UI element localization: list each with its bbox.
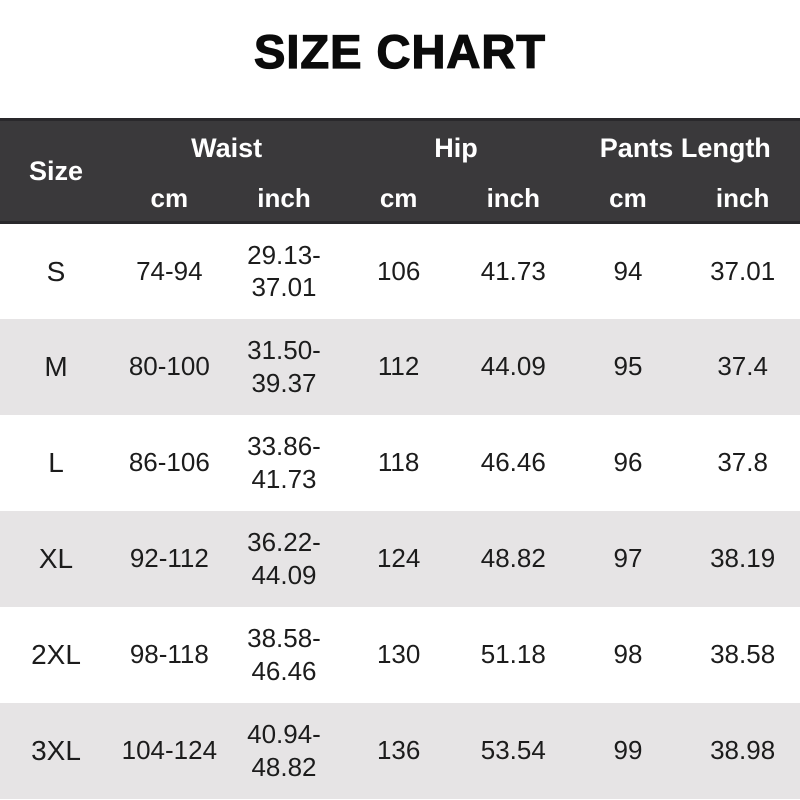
cell-waist-inch: 38.58-46.46: [247, 623, 321, 686]
cell-length-cm: 94: [613, 256, 643, 286]
cell-waist-inch: 40.94-48.82: [247, 719, 321, 782]
cell-hip-inch: 53.54: [480, 735, 546, 766]
table-row-3xl: 3XL 104-124 40.94-48.82 136 53.54 99 38.…: [0, 702, 800, 799]
unit-header-waist-cm: cm: [112, 176, 227, 223]
cell-waist-cm: 98-118: [129, 639, 209, 670]
cell-waist-cm: 92-112: [129, 543, 209, 574]
cell-hip-cm: 112: [377, 351, 420, 382]
column-group-waist: Waist: [112, 119, 342, 177]
cell-waist-inch: 29.13-37.01: [247, 239, 321, 303]
column-header-size: Size: [0, 119, 112, 223]
unit-header-hip-cm: cm: [341, 176, 456, 223]
cell-size: XL: [38, 543, 74, 574]
table-row-m: M 80-100 31.50-39.37 112 44.09 95 37.4: [0, 318, 800, 415]
cell-hip-inch: 44.09: [480, 351, 546, 382]
unit-header-waist-inch: inch: [226, 176, 342, 223]
cell-hip-inch: 51.18: [480, 639, 546, 670]
cell-hip-inch: 46.46: [480, 447, 546, 478]
cell-waist-cm: 104-124: [121, 735, 218, 766]
cell-length-cm: 95: [613, 351, 643, 382]
cell-hip-inch: 48.82: [480, 543, 546, 574]
unit-header-hip-inch: inch: [455, 176, 571, 223]
cell-size: L: [48, 447, 64, 478]
cell-length-inch: 37.8: [717, 447, 768, 478]
page-title: SIZE CHART: [253, 24, 546, 78]
header-unit-row: cm inch cm inch cm inch: [0, 176, 800, 223]
cell-size: 2XL: [31, 639, 81, 670]
table-header: Size Waist Hip Pants Length cm inch cm i…: [0, 119, 800, 223]
unit-header-length-cm: cm: [570, 176, 686, 223]
table-body: S 74-94 29.13-37.01 106 41.73 94 37.01 M…: [0, 222, 800, 799]
cell-length-cm: 98: [613, 639, 643, 670]
cell-hip-inch: 41.73: [480, 256, 546, 286]
cell-waist-cm: 74-94: [136, 256, 203, 286]
cell-length-cm: 99: [613, 735, 643, 766]
cell-waist-inch: 31.50-39.37: [247, 335, 321, 398]
cell-size: S: [46, 255, 66, 287]
unit-header-length-inch: inch: [685, 176, 800, 223]
cell-length-cm: 97: [613, 543, 643, 574]
cell-waist-inch: 33.86-41.73: [247, 431, 321, 494]
cell-size: M: [44, 351, 68, 382]
cell-length-inch: 37.01: [710, 256, 776, 286]
cell-hip-cm: 124: [376, 543, 421, 574]
cell-length-inch: 38.19: [710, 543, 776, 574]
cell-size: 3XL: [31, 735, 81, 766]
cell-hip-cm: 130: [376, 639, 421, 670]
column-group-hip: Hip: [341, 119, 571, 177]
size-chart-table: Size Waist Hip Pants Length cm inch cm i…: [0, 118, 800, 799]
cell-hip-cm: 136: [376, 735, 421, 766]
table-row-xl: XL 92-112 36.22-44.09 124 48.82 97 38.19: [0, 510, 800, 607]
table-row-2xl: 2XL 98-118 38.58-46.46 130 51.18 98 38.5…: [0, 606, 800, 703]
cell-waist-cm: 80-100: [128, 351, 210, 382]
cell-hip-cm: 106: [376, 256, 421, 286]
cell-waist-cm: 86-106: [128, 447, 210, 478]
cell-length-inch: 38.58: [710, 639, 776, 670]
cell-length-inch: 37.4: [717, 351, 768, 382]
title-area: SIZE CHART: [0, 0, 800, 118]
cell-length-cm: 96: [613, 447, 643, 478]
table-row-l: L 86-106 33.86-41.73 118 46.46 96 37.8: [0, 414, 800, 511]
column-group-pants-length: Pants Length: [570, 119, 800, 177]
header-group-row: Size Waist Hip Pants Length: [0, 119, 800, 223]
cell-hip-cm: 118: [377, 447, 420, 478]
cell-waist-inch: 36.22-44.09: [247, 527, 321, 590]
table-row-s: S 74-94 29.13-37.01 106 41.73 94 37.01: [0, 222, 800, 319]
cell-length-inch: 38.98: [710, 735, 776, 766]
